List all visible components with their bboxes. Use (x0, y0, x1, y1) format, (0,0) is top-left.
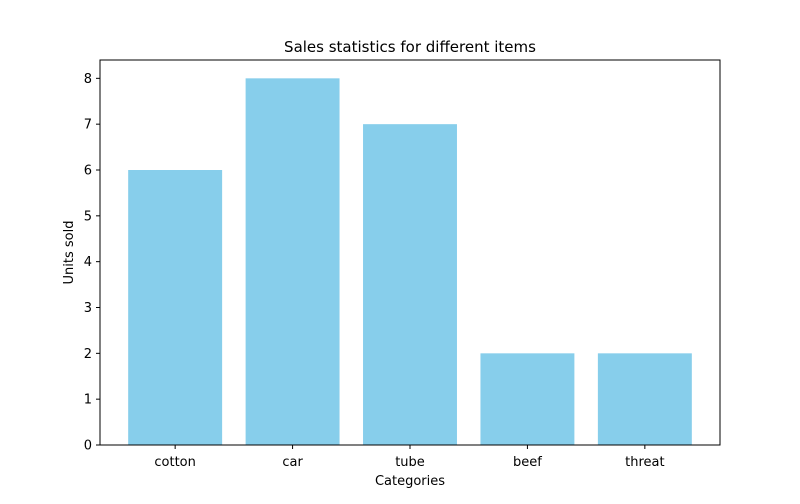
x-tick-label: beef (513, 455, 542, 470)
bar-beef (480, 353, 575, 445)
y-tick-label: 5 (84, 209, 92, 224)
y-axis-label: Units sold (62, 221, 77, 285)
y-tick-label: 4 (84, 255, 92, 270)
x-tick-label: tube (395, 455, 425, 470)
y-axis-ticks: 0 1 2 3 4 5 6 7 8 (84, 72, 100, 454)
bar-tube (363, 124, 457, 446)
y-tick-label: 6 (84, 164, 92, 179)
y-tick-label: 1 (84, 393, 92, 408)
y-tick-label: 3 (84, 301, 92, 316)
chart-title: Sales statistics for different items (284, 38, 536, 56)
y-tick-label: 2 (84, 347, 92, 362)
x-tick-label: car (282, 455, 303, 470)
y-tick-label: 7 (84, 118, 92, 133)
y-tick-label: 8 (84, 72, 92, 87)
y-tick-label: 0 (84, 439, 92, 454)
bar-threat (597, 353, 692, 445)
bar-car (245, 78, 340, 445)
bars (128, 78, 692, 446)
x-tick-label: cotton (154, 455, 196, 470)
bar-cotton (128, 170, 223, 445)
x-axis-label: Categories (375, 474, 445, 489)
plot-area-frame (99, 59, 721, 446)
x-tick-label: threat (625, 455, 664, 470)
x-axis-ticks: cotton car tube beef threat (154, 445, 665, 470)
